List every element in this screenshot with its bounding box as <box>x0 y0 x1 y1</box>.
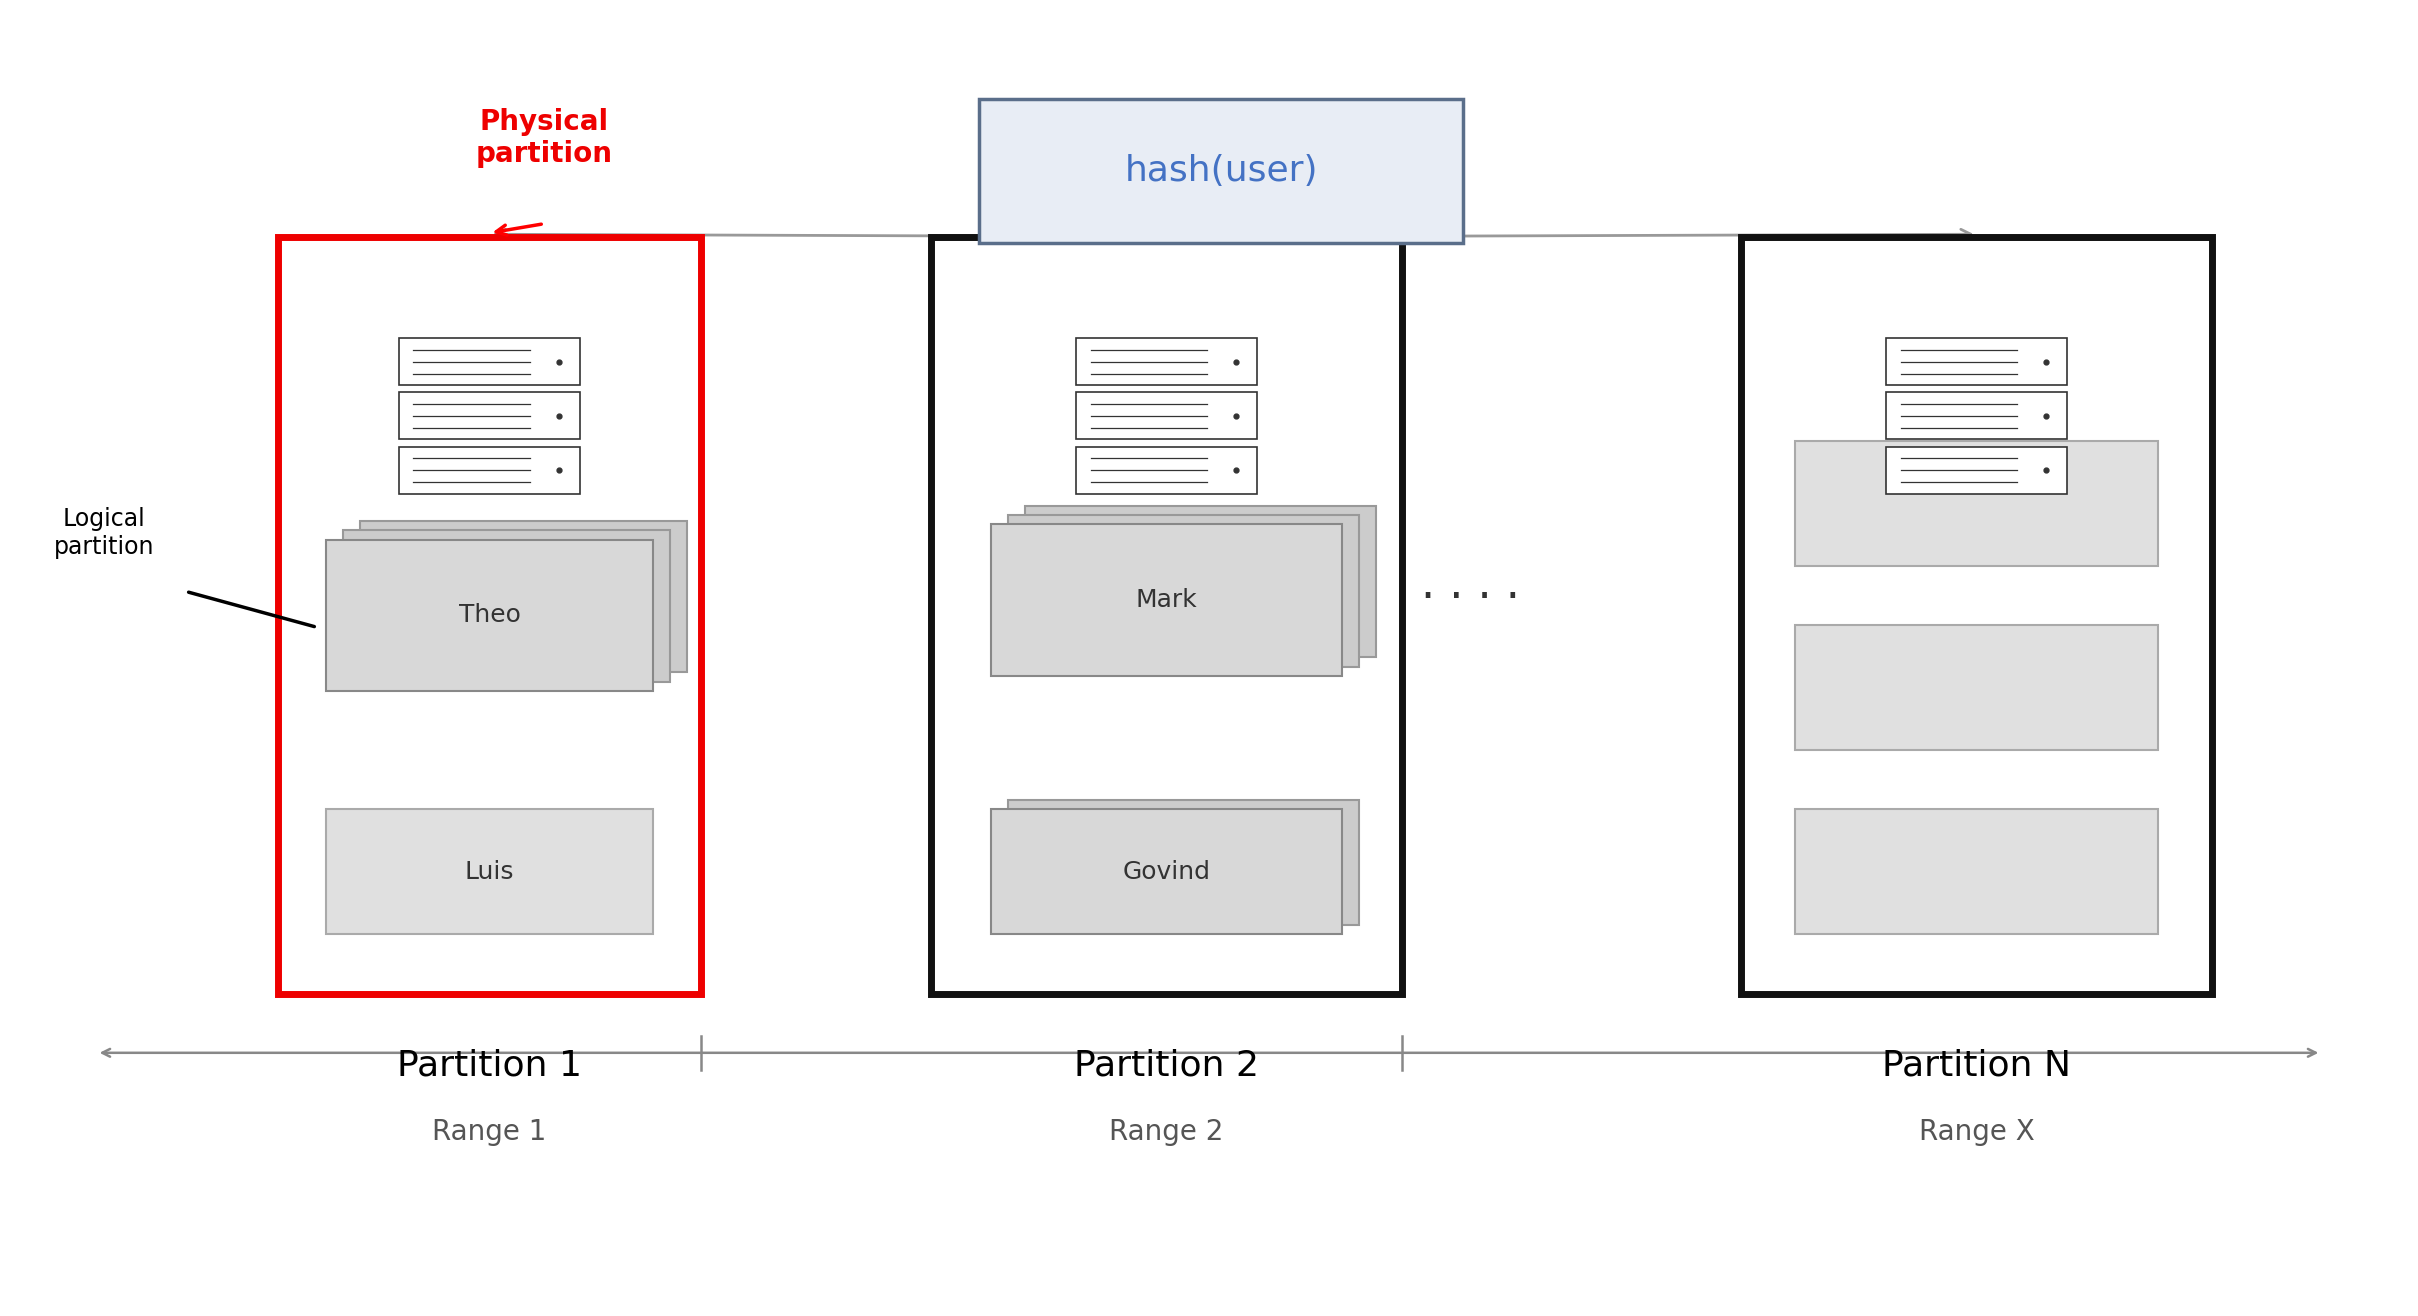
Text: Partition 1: Partition 1 <box>397 1049 583 1083</box>
Bar <box>991 809 1342 934</box>
Bar <box>1794 809 2159 934</box>
Bar <box>1886 338 2067 386</box>
Bar <box>343 530 670 682</box>
FancyBboxPatch shape <box>979 99 1463 243</box>
Bar <box>278 237 701 994</box>
Bar <box>1025 507 1376 658</box>
Text: Partition 2: Partition 2 <box>1074 1049 1260 1083</box>
Bar <box>360 521 687 672</box>
Bar <box>1076 392 1257 440</box>
Text: Govind: Govind <box>1122 859 1211 884</box>
Bar <box>399 338 580 386</box>
Text: hash(user): hash(user) <box>1124 154 1318 188</box>
Bar <box>1076 338 1257 386</box>
Text: Range 1: Range 1 <box>433 1117 546 1146</box>
Bar <box>1886 446 2067 494</box>
Text: Partition N: Partition N <box>1881 1049 2072 1083</box>
Bar <box>1794 441 2159 566</box>
Bar <box>1008 800 1359 925</box>
Bar <box>1794 625 2159 750</box>
Bar <box>1076 446 1257 494</box>
Text: Luis: Luis <box>464 859 515 884</box>
Text: Range 2: Range 2 <box>1110 1117 1224 1146</box>
Text: Logical
partition: Logical partition <box>53 507 155 559</box>
Text: Mark: Mark <box>1136 588 1197 612</box>
Text: Physical
partition: Physical partition <box>476 108 612 168</box>
Bar <box>1886 392 2067 440</box>
Bar <box>399 392 580 440</box>
Bar <box>1741 237 2212 994</box>
Bar <box>991 525 1342 676</box>
Bar <box>1008 516 1359 667</box>
Bar <box>326 540 653 691</box>
Bar <box>326 809 653 934</box>
Text: Theo: Theo <box>459 603 520 628</box>
Text: · · · ·: · · · · <box>1422 578 1519 620</box>
Bar <box>399 446 580 494</box>
Text: Range X: Range X <box>1920 1117 2034 1146</box>
Bar <box>931 237 1402 994</box>
